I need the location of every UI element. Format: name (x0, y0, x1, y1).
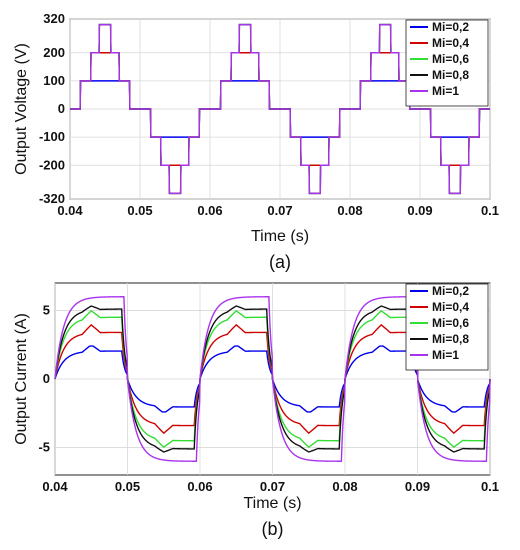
y-tick-label: 100 (43, 73, 65, 88)
current-chart: 0.04 0.05 0.06 0.07 0.08 0.09 0.1 5 0 -5 Time (s)… (13, 282, 499, 539)
x-tick-label: 0.1 (481, 479, 499, 494)
voltage-chart: 0.04 0.05 0.06 0.07 0.08 0.09 0.1 320 200 100 0 -10… (13, 11, 499, 272)
x-tick-label: 0.06 (187, 479, 212, 494)
legend-entry: Mi=0,2 (432, 20, 469, 34)
y-tick-label: -320 (39, 191, 65, 206)
legend-entry: Mi=1 (432, 84, 459, 98)
y-tick-label: -100 (39, 129, 65, 144)
voltage-x-axis-label: Time (s) (251, 228, 309, 245)
x-tick-label: 0.07 (260, 479, 285, 494)
series-line-mi-1 (70, 23, 490, 195)
x-tick-label: 0.05 (115, 479, 140, 494)
y-tick-label: 200 (43, 45, 65, 60)
legend-entry: Mi=0,2 (432, 284, 469, 298)
y-tick-label: -200 (39, 157, 65, 172)
legend-entry: Mi=0,4 (432, 36, 469, 50)
legend-entry: Mi=0,6 (432, 316, 469, 330)
voltage-y-axis-label: Output Voltage (V) (13, 43, 30, 175)
legend-entry: Mi=0,8 (432, 332, 469, 346)
x-tick-label: 0.1 (481, 203, 499, 218)
x-tick-label: 0.05 (127, 203, 152, 218)
y-tick-label: 0 (43, 371, 50, 386)
voltage-series-group (70, 23, 490, 195)
caption-b: (b) (262, 519, 284, 539)
legend-entry: Mi=1 (432, 348, 459, 362)
x-tick-label: 0.04 (57, 203, 83, 218)
x-tick-label: 0.09 (407, 203, 432, 218)
current-legend: Mi=0,2 Mi=0,4 Mi=0,6 Mi=0,8 Mi=1 (405, 283, 489, 371)
x-tick-label: 0.07 (267, 203, 292, 218)
current-x-axis-label: Time (s) (243, 495, 301, 512)
x-tick-label: 0.04 (42, 479, 68, 494)
x-tick-label: 0.08 (332, 479, 357, 494)
voltage-grid (69, 18, 491, 200)
current-y-axis-label: Output Current (A) (13, 313, 30, 445)
current-ticks: 0.04 0.05 0.06 0.07 0.08 0.09 0.1 5 0 -5 (38, 302, 499, 494)
voltage-ticks: 0.04 0.05 0.06 0.07 0.08 0.09 0.1 320 200 100 0 -10… (39, 11, 499, 218)
legend-entry: Mi=0,8 (432, 68, 469, 82)
x-tick-label: 0.08 (337, 203, 362, 218)
legend-entry: Mi=0,6 (432, 52, 469, 66)
x-tick-label: 0.09 (405, 479, 430, 494)
legend-entry: Mi=0,4 (432, 300, 469, 314)
x-tick-label: 0.06 (197, 203, 222, 218)
y-tick-label: 0 (58, 101, 65, 116)
caption-a: (a) (269, 252, 291, 272)
voltage-legend: Mi=0,2 Mi=0,4 Mi=0,6 Mi=0,8 Mi=1 (405, 19, 489, 107)
y-tick-label: 320 (43, 11, 65, 26)
y-tick-label: -5 (38, 440, 50, 455)
y-tick-label: 5 (43, 302, 50, 317)
